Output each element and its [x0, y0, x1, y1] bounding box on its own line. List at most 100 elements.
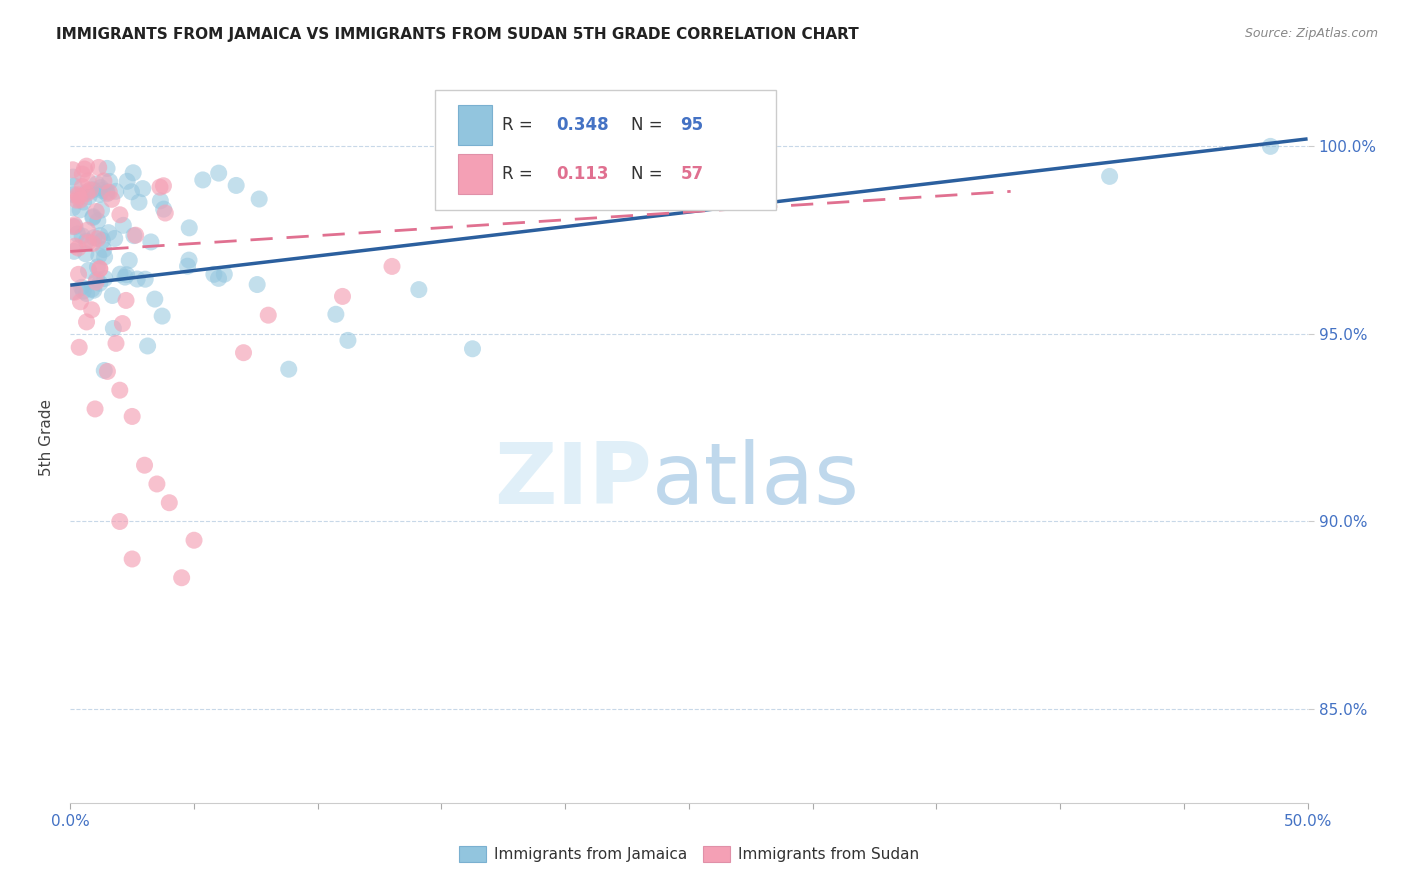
Point	[108, 515, 131, 529]
Point	[214, 267, 236, 281]
Point	[62, 201, 84, 215]
Point	[84, 401, 107, 416]
Point	[76, 286, 98, 301]
Point	[82, 211, 104, 225]
Point	[82, 210, 104, 224]
Point	[89, 277, 111, 291]
Point	[89, 187, 111, 202]
Point	[76, 315, 98, 329]
Point	[84, 204, 107, 219]
Y-axis label: 5th Grade: 5th Grade	[39, 399, 55, 475]
Point	[63, 285, 86, 299]
Point	[134, 458, 156, 473]
Point	[62, 285, 84, 299]
Point	[208, 166, 231, 180]
Point	[120, 185, 142, 199]
Point	[191, 173, 214, 187]
Point	[152, 202, 174, 216]
Point	[179, 220, 201, 235]
Point	[91, 233, 114, 247]
Point	[155, 206, 177, 220]
Point	[82, 236, 104, 251]
Text: N =: N =	[631, 165, 668, 183]
Text: Source: ZipAtlas.com: Source: ZipAtlas.com	[1244, 27, 1378, 40]
Point	[122, 166, 145, 180]
Text: 95: 95	[681, 116, 703, 134]
Point	[83, 283, 105, 297]
Point	[70, 280, 93, 294]
Point	[69, 202, 91, 217]
Point	[108, 383, 131, 397]
Point	[87, 214, 110, 228]
Point	[336, 334, 359, 348]
Point	[72, 284, 94, 298]
Point	[104, 231, 127, 245]
Point	[96, 161, 118, 176]
Point	[76, 223, 98, 237]
Point	[62, 219, 84, 234]
Point	[96, 185, 118, 199]
Point	[62, 187, 84, 202]
Point	[70, 229, 93, 244]
Point	[63, 239, 86, 253]
Point	[76, 185, 98, 199]
Point	[93, 174, 115, 188]
Text: R =: R =	[502, 116, 538, 134]
Point	[150, 309, 173, 323]
Point	[63, 178, 86, 193]
Point	[75, 234, 97, 248]
Point	[157, 496, 180, 510]
Point	[176, 259, 198, 273]
Point	[87, 161, 110, 175]
Point	[143, 292, 166, 306]
Point	[461, 342, 484, 356]
Point	[75, 247, 97, 261]
Point	[89, 261, 111, 276]
Point	[124, 228, 146, 243]
Point	[408, 283, 430, 297]
Point	[152, 178, 174, 193]
Point	[118, 253, 141, 268]
Point	[67, 241, 90, 255]
Point	[114, 270, 136, 285]
Point	[108, 267, 131, 281]
Text: atlas: atlas	[652, 440, 860, 523]
Point	[1098, 169, 1121, 184]
Bar	[457, 153, 492, 194]
Point	[79, 183, 101, 197]
Point	[104, 184, 127, 198]
Point	[146, 477, 169, 491]
Point	[177, 253, 200, 268]
Point	[132, 181, 155, 195]
Point	[128, 195, 150, 210]
Point	[332, 289, 354, 303]
Point	[96, 364, 118, 378]
Point	[73, 161, 96, 176]
Point	[63, 218, 86, 232]
Point	[86, 260, 108, 274]
Point	[89, 228, 111, 243]
Point	[66, 227, 89, 241]
Point	[149, 180, 172, 194]
Point	[111, 317, 134, 331]
Point	[105, 336, 128, 351]
Point	[76, 159, 98, 173]
Point	[121, 552, 143, 566]
Text: 0.113: 0.113	[557, 165, 609, 183]
Point	[202, 268, 225, 282]
Text: 0.348: 0.348	[557, 116, 609, 134]
Point	[69, 294, 91, 309]
Point	[77, 235, 100, 250]
Point	[277, 362, 299, 376]
Point	[77, 174, 100, 188]
Point	[72, 194, 94, 209]
Point	[93, 363, 115, 377]
Point	[93, 243, 115, 257]
Point	[381, 260, 404, 274]
Point	[122, 228, 145, 243]
Point	[87, 249, 110, 263]
Point	[90, 202, 112, 217]
Text: N =: N =	[631, 116, 668, 134]
FancyBboxPatch shape	[436, 90, 776, 211]
Point	[67, 189, 90, 203]
